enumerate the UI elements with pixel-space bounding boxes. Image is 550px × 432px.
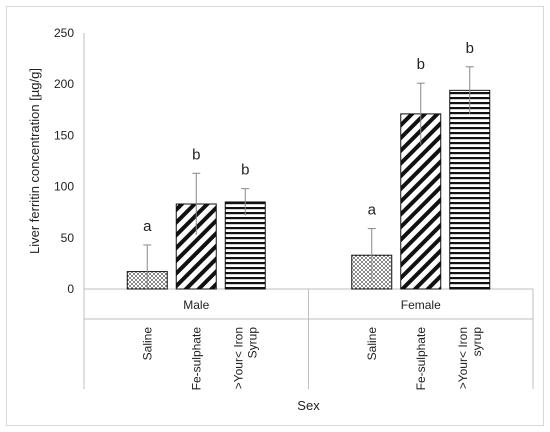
significance-letter: b (417, 56, 425, 73)
bar-chart: 0 50 100 150 200 250 Liver ferritin concentrat… (27, 26, 534, 413)
bar-category-label: >Your< Iron (456, 327, 470, 389)
significance-letter: b (466, 40, 474, 57)
y-tick-label: 150 (54, 128, 74, 142)
y-tick-label: 0 (67, 282, 74, 296)
y-axis-title: Liver ferritin concentration [µg/g] (27, 68, 42, 254)
y-tick-label: 200 (54, 77, 74, 91)
group-label-male: Male (183, 298, 209, 312)
significance-letter: a (368, 202, 377, 219)
y-tick-label: 250 (54, 26, 74, 40)
bar-category-label: >Your< Iron (231, 327, 245, 389)
significance-letter: a (143, 218, 152, 235)
chart-frame: 0 50 100 150 200 250 Liver ferritin concentrat… (6, 6, 544, 426)
bar-category-label: syrup (470, 327, 484, 357)
significance-letter: b (192, 146, 200, 163)
bar-female-2 (449, 89, 491, 290)
bar-category-label: Saline (365, 327, 379, 361)
bar-male-2 (224, 201, 266, 290)
y-tick-label: 100 (54, 180, 74, 194)
bar-category-label: Saline (140, 327, 154, 361)
x-axis-title: Sex (297, 398, 320, 413)
y-tick-label: 50 (61, 231, 75, 245)
bar-category-label: Fe-sulphate (189, 327, 203, 391)
group-label-female: Female (401, 298, 441, 312)
significance-letter: b (241, 162, 249, 179)
bar-category-label: Syrup (245, 327, 259, 359)
bar-category-label: Fe-sulphate (414, 327, 428, 391)
